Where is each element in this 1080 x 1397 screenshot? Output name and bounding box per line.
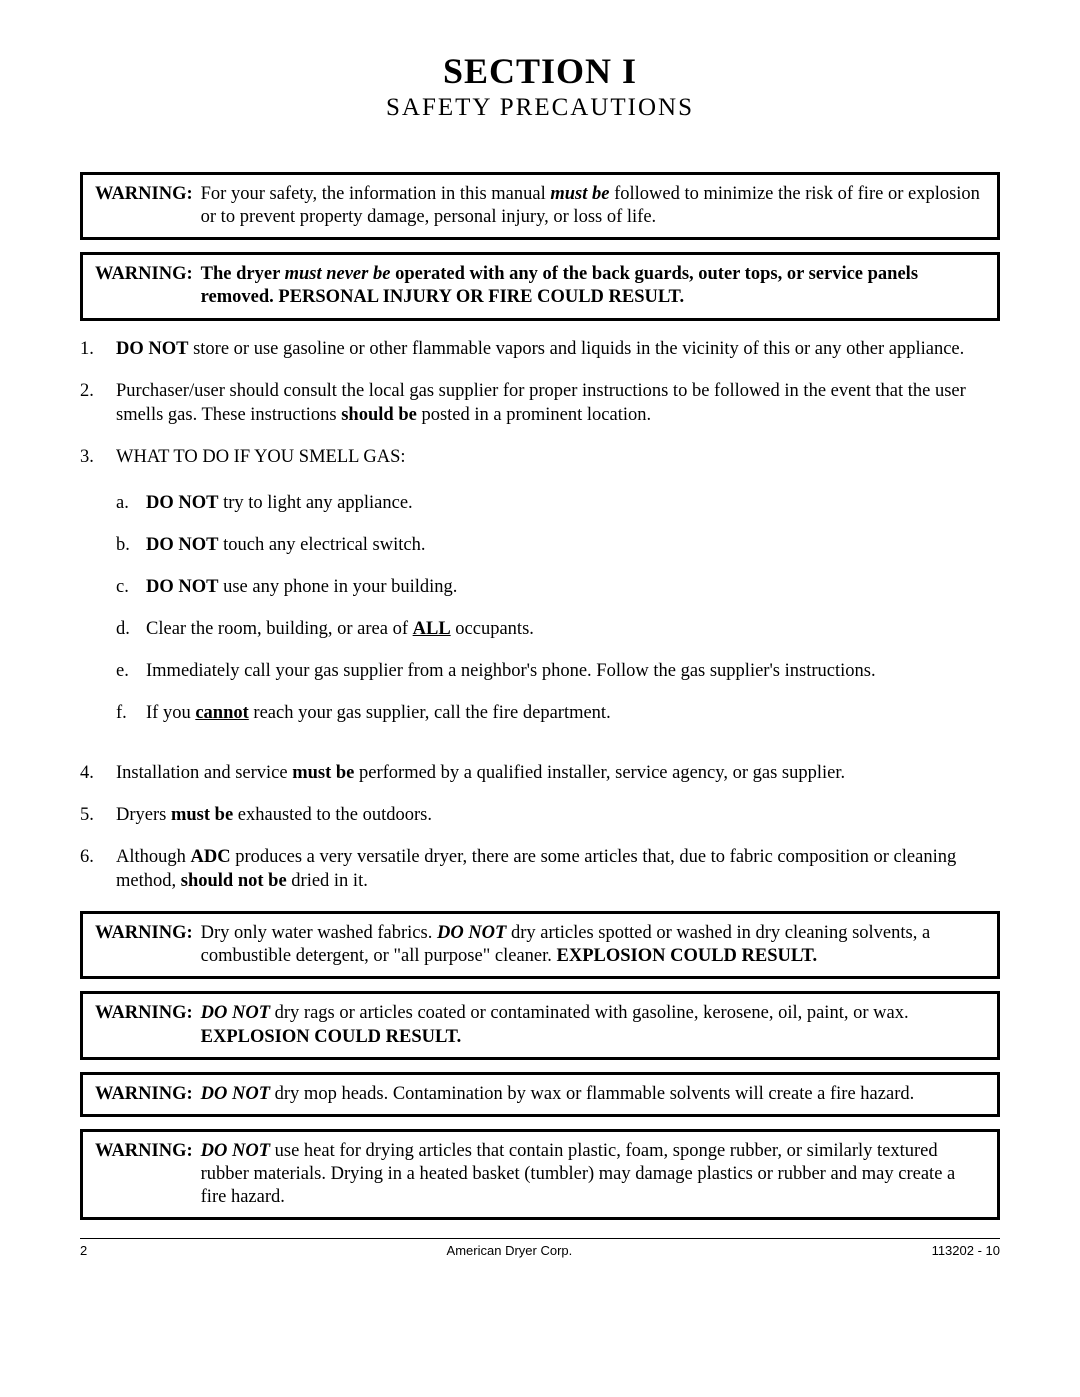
list-item: 4.Installation and service must be perfo… (80, 761, 1000, 785)
warning-body: For your safety, the information in this… (201, 183, 985, 229)
list-item-number: 1. (80, 337, 116, 361)
footer-doc-number: 113202 - 10 (932, 1243, 1000, 1258)
warning-box: WARNING:DO NOT use heat for drying artic… (80, 1129, 1000, 1220)
warning-box: WARNING:DO NOT dry rags or articles coat… (80, 991, 1000, 1059)
sublist-body: DO NOT use any phone in your building. (146, 575, 1000, 599)
footer-company: American Dryer Corp. (447, 1243, 573, 1258)
sublist-item: d.Clear the room, building, or area of A… (116, 617, 1000, 641)
footer-rule (80, 1238, 1000, 1239)
list-item-number: 4. (80, 761, 116, 785)
warning-body: DO NOT dry rags or articles coated or co… (201, 1002, 985, 1048)
list-item: 3.WHAT TO DO IF YOU SMELL GAS:a.DO NOT t… (80, 445, 1000, 743)
list-item: 5.Dryers must be exhausted to the outdoo… (80, 803, 1000, 827)
warning-body: DO NOT dry mop heads. Contamination by w… (201, 1083, 985, 1106)
warning-label: WARNING: (95, 1140, 201, 1209)
warning-box: WARNING:The dryer must never be operated… (80, 252, 1000, 320)
list-item-body: DO NOT store or use gasoline or other fl… (116, 337, 1000, 361)
sublist: a.DO NOT try to light any appliance.b.DO… (116, 491, 1000, 725)
sublist-body: DO NOT touch any electrical switch. (146, 533, 1000, 557)
footer-page-number: 2 (80, 1243, 87, 1258)
list-item-number: 3. (80, 445, 116, 743)
sublist-body: DO NOT try to light any appliance. (146, 491, 1000, 515)
warning-box: WARNING:For your safety, the information… (80, 172, 1000, 240)
sublist-letter: b. (116, 533, 146, 557)
warning-label: WARNING: (95, 1002, 201, 1048)
warning-box: WARNING:DO NOT dry mop heads. Contaminat… (80, 1072, 1000, 1117)
warnings-bottom-group: WARNING:Dry only water washed fabrics. D… (80, 911, 1000, 1220)
sublist-item: e.Immediately call your gas supplier fro… (116, 659, 1000, 683)
sublist-body: If you cannot reach your gas supplier, c… (146, 701, 1000, 725)
sublist-item: f.If you cannot reach your gas supplier,… (116, 701, 1000, 725)
precaution-list: 1.DO NOT store or use gasoline or other … (80, 337, 1000, 894)
sublist-item: a.DO NOT try to light any appliance. (116, 491, 1000, 515)
list-item-number: 5. (80, 803, 116, 827)
list-item-body: Dryers must be exhausted to the outdoors… (116, 803, 1000, 827)
section-title: SECTION I (80, 50, 1000, 92)
warning-label: WARNING: (95, 263, 201, 309)
list-item: 6.Although ADC produces a very versatile… (80, 845, 1000, 893)
warning-label: WARNING: (95, 183, 201, 229)
warning-label: WARNING: (95, 922, 201, 968)
sublist-letter: f. (116, 701, 146, 725)
list-item: 2.Purchaser/user should consult the loca… (80, 379, 1000, 427)
sublist-letter: d. (116, 617, 146, 641)
warning-body: DO NOT use heat for drying articles that… (201, 1140, 985, 1209)
sublist-item: b.DO NOT touch any electrical switch. (116, 533, 1000, 557)
section-subtitle: SAFETY PRECAUTIONS (80, 94, 1000, 122)
sublist-letter: c. (116, 575, 146, 599)
warning-label: WARNING: (95, 1083, 201, 1106)
list-item-number: 6. (80, 845, 116, 893)
warning-box: WARNING:Dry only water washed fabrics. D… (80, 911, 1000, 979)
list-item-number: 2. (80, 379, 116, 427)
warning-body: Dry only water washed fabrics. DO NOT dr… (201, 922, 985, 968)
sublist-body: Immediately call your gas supplier from … (146, 659, 1000, 683)
warning-body: The dryer must never be operated with an… (201, 263, 985, 309)
sublist-item: c.DO NOT use any phone in your building. (116, 575, 1000, 599)
list-item-body: WHAT TO DO IF YOU SMELL GAS:a.DO NOT try… (116, 445, 1000, 743)
page: SECTION I SAFETY PRECAUTIONS WARNING:For… (0, 0, 1080, 1278)
list-item-body: Purchaser/user should consult the local … (116, 379, 1000, 427)
list-item: 1.DO NOT store or use gasoline or other … (80, 337, 1000, 361)
list-item-body: Although ADC produces a very versatile d… (116, 845, 1000, 893)
page-footer: 2 American Dryer Corp. 113202 - 10 (80, 1243, 1000, 1258)
warnings-top-group: WARNING:For your safety, the information… (80, 172, 1000, 321)
sublist-letter: e. (116, 659, 146, 683)
sublist-letter: a. (116, 491, 146, 515)
sublist-body: Clear the room, building, or area of ALL… (146, 617, 1000, 641)
list-item-body: Installation and service must be perform… (116, 761, 1000, 785)
